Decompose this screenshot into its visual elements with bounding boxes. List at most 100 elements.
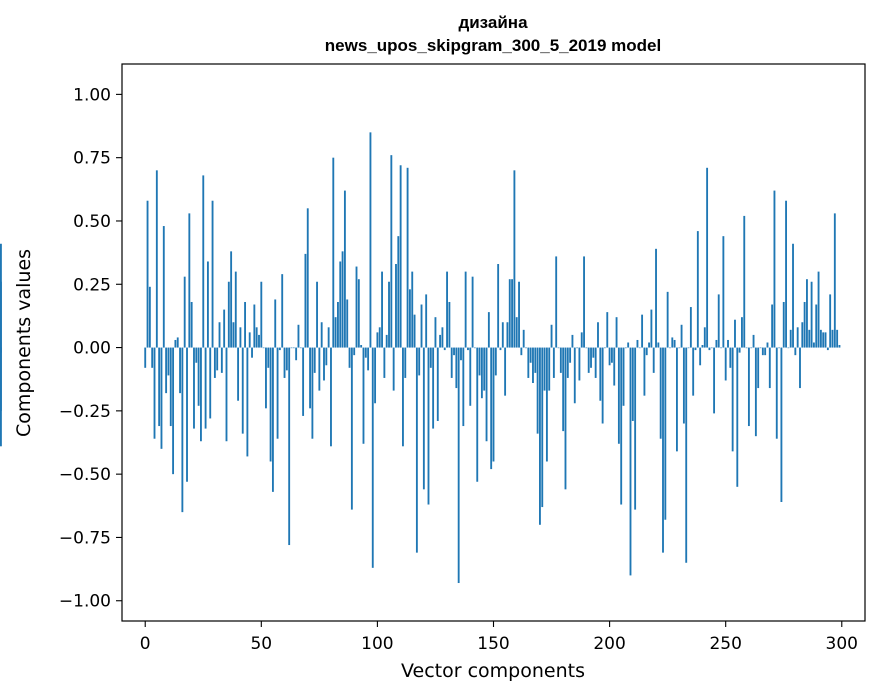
bar-241	[703, 327, 706, 348]
bar-55	[271, 347, 274, 492]
bar-268	[766, 342, 769, 348]
bar-228	[673, 339, 676, 348]
bar-3	[151, 347, 154, 368]
bar-101	[378, 327, 381, 348]
bar-82	[334, 317, 337, 348]
bar-270	[771, 304, 774, 348]
y-tick-label: −0.50	[59, 465, 111, 485]
x-tick-label: 0	[140, 634, 151, 654]
bar-249	[722, 236, 725, 348]
bar-296	[831, 329, 834, 348]
bar-1	[146, 200, 149, 348]
bar-122	[427, 347, 430, 505]
bar-183	[569, 347, 572, 363]
bar-116	[413, 314, 416, 348]
bar-8	[162, 226, 165, 348]
bar-166	[529, 347, 532, 363]
bar-191	[587, 347, 590, 373]
bar-66	[297, 324, 300, 348]
bar-287	[810, 281, 813, 348]
bar-9	[165, 347, 168, 394]
bar-232	[682, 347, 685, 424]
bar-212	[636, 339, 639, 348]
bar-74	[316, 281, 318, 348]
bar-34	[223, 309, 226, 348]
bar-281	[796, 327, 799, 348]
bar-280	[794, 347, 797, 356]
bar-89	[350, 347, 353, 510]
bar-58	[278, 347, 281, 351]
bar-240	[701, 345, 704, 348]
bar-87	[346, 299, 349, 348]
bar-295	[829, 294, 832, 348]
bar-80	[330, 347, 332, 447]
bar-288	[812, 342, 815, 348]
bar-35	[225, 347, 228, 442]
bar-195	[597, 322, 599, 348]
bar-141	[471, 276, 474, 348]
bar-205	[620, 347, 623, 505]
bar-71	[309, 347, 311, 409]
bar-32	[218, 322, 221, 348]
bar-159	[513, 170, 516, 348]
bar-156	[506, 322, 509, 348]
bar-92	[357, 279, 360, 348]
bar-164	[525, 347, 527, 349]
bar-108	[395, 264, 397, 348]
bar-65	[295, 347, 298, 361]
bar-196	[599, 347, 602, 401]
bars-group	[0, 132, 841, 584]
bar-244	[710, 347, 713, 349]
bar-219	[652, 347, 655, 373]
bar-197	[601, 347, 604, 424]
bar-147	[485, 347, 488, 442]
bar-15	[179, 347, 181, 394]
bar-158	[511, 279, 514, 348]
x-axis-label: Vector components	[401, 660, 585, 682]
bar-57	[276, 347, 279, 439]
bar-112	[404, 347, 407, 378]
bar-151	[494, 347, 497, 376]
bar-85	[341, 251, 344, 348]
x-tick-label: 300	[826, 634, 858, 654]
bar-251	[727, 339, 729, 348]
bar-79	[327, 327, 330, 348]
axes-frame	[121, 63, 866, 622]
bar-81	[332, 157, 335, 348]
bar-167	[532, 347, 534, 384]
bar-103	[383, 347, 386, 378]
bar-214	[641, 314, 644, 348]
bar-0	[144, 347, 147, 368]
bar-207	[624, 347, 627, 349]
bar-271	[773, 190, 776, 348]
bar-259	[745, 347, 748, 349]
bar-78	[325, 347, 328, 366]
x-tick-label: 50	[250, 634, 272, 654]
bar-102	[381, 271, 383, 348]
bar-171	[541, 347, 544, 508]
bar-50	[260, 281, 263, 348]
bar-44	[246, 347, 249, 457]
bar-293	[824, 332, 827, 348]
bar-139	[467, 347, 469, 351]
x-tick-label: 250	[709, 634, 741, 654]
bar-262	[752, 334, 755, 348]
bar-148	[487, 312, 490, 348]
bar-242	[706, 167, 709, 348]
bar-250	[724, 347, 727, 381]
bar-247	[717, 294, 720, 348]
bar-204	[617, 347, 620, 444]
bar-98	[371, 347, 374, 568]
bar-149	[490, 347, 493, 470]
bar-129	[443, 347, 446, 351]
bar-273	[778, 347, 781, 349]
bar-172	[543, 347, 546, 391]
bar-213	[638, 347, 641, 349]
bar-14	[176, 337, 179, 348]
bar-110	[399, 165, 402, 348]
x-tick-label: 150	[477, 634, 509, 654]
bar-75	[318, 347, 321, 391]
bar-201	[610, 347, 613, 363]
bar-91	[355, 266, 358, 348]
